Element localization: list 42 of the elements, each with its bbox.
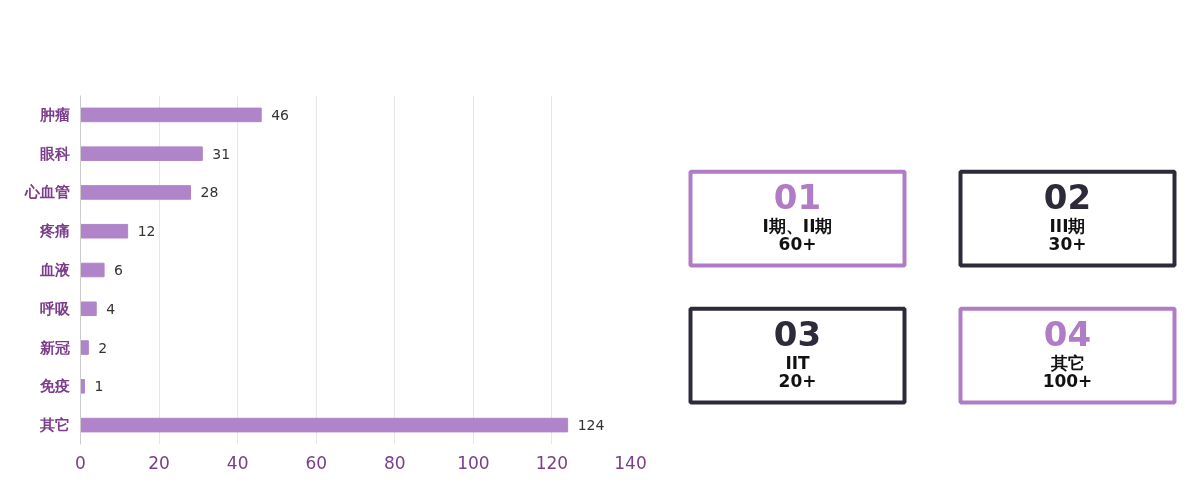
data-label: 46	[271, 106, 290, 123]
y-tick-label: 呼吸	[39, 299, 71, 318]
y-tick-label: 其它	[38, 416, 70, 435]
bar	[80, 301, 97, 317]
data-label: 1	[94, 378, 104, 395]
bar	[80, 185, 191, 200]
text: 01	[773, 176, 822, 217]
y-tick-label: 血液	[38, 261, 71, 279]
x-tick-label: 80	[383, 452, 406, 473]
y-tick-label: 眼科	[39, 144, 70, 163]
x-tick-label: 100	[457, 452, 490, 473]
bar	[80, 417, 569, 433]
data-label: 12	[137, 223, 156, 240]
data-label: 28	[200, 184, 219, 201]
x-tick-label: 120	[535, 452, 569, 473]
bar	[80, 262, 105, 278]
data-label: 2	[98, 339, 108, 356]
data-label: 4	[106, 300, 116, 317]
text: I期、II期	[762, 216, 833, 237]
bar	[80, 107, 262, 123]
data-label: 6	[114, 262, 124, 278]
bar	[80, 146, 203, 161]
text: 其它	[1049, 353, 1085, 374]
x-tick-label: 0	[75, 452, 86, 473]
text: 03	[773, 313, 822, 354]
y-tick-label: 心血管	[23, 183, 70, 202]
bar	[80, 379, 85, 394]
bar	[80, 340, 89, 355]
x-tick-label: 40	[226, 452, 249, 473]
data-label: 31	[212, 145, 231, 162]
data-label: 124	[577, 417, 605, 434]
y-tick-label: 疼痛	[38, 222, 70, 241]
text: III期	[1049, 216, 1086, 237]
text: 02	[1043, 176, 1092, 217]
text: 04	[1043, 313, 1092, 354]
y-tick-label: 肿瘤	[38, 105, 70, 124]
y-tick-label: 新冠	[38, 338, 70, 357]
y-tick-label: 免疫	[38, 377, 70, 396]
x-tick-label: 140	[614, 452, 647, 473]
x-tick-label: 20	[148, 452, 170, 473]
bar	[80, 223, 129, 239]
x-tick-label: 60	[305, 452, 328, 473]
